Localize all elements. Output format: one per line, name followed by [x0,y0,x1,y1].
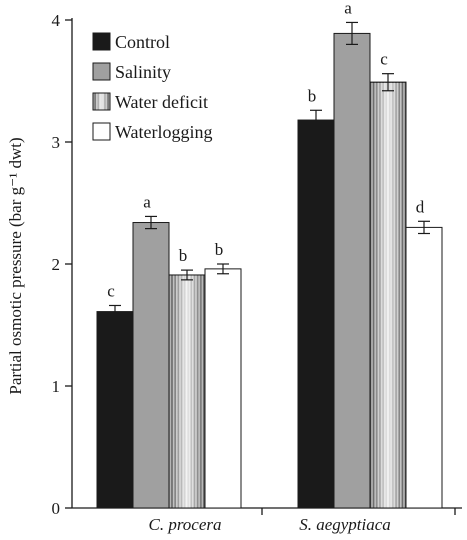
significance-letter: a [344,0,352,17]
bar-group: c [369,50,407,509]
legend-swatch [92,122,111,141]
legend: Control Salinity Water deficit Waterlogging [92,32,213,142]
x-tick-label: C. procera [148,515,221,534]
bar-group: b [168,246,206,509]
significance-letter: a [143,192,151,211]
legend-swatch-pattern [93,93,110,110]
legend-item: Waterlogging [92,122,213,142]
legend-item: Water deficit [92,92,208,112]
bar [333,32,371,509]
y-tick-label: 2 [52,255,61,274]
bar [297,119,335,509]
legend-swatch [92,32,111,51]
legend-item: Control [92,32,170,52]
y-axis-label: Partial osmotic pressure (bar g⁻¹ dwt) [6,137,25,394]
significance-letter: b [308,86,317,105]
bar-group: a [132,192,170,509]
y-axis: 0 1 2 3 4 [52,11,73,518]
legend-label: Water deficit [115,92,208,112]
y-tick-label: 4 [52,11,61,30]
y-tick-label: 0 [52,499,61,518]
legend-item: Salinity [92,62,171,82]
bars: c b a a b c b d [96,0,443,509]
legend-label: Waterlogging [115,122,213,142]
x-axis: C. procera S. aegyptiaca [72,507,462,534]
significance-letter: c [107,281,115,300]
x-tick-label: S. aegyptiaca [299,515,391,534]
bar [204,268,242,509]
significance-letter: b [179,246,188,265]
legend-swatch [92,62,111,81]
bar-group: b [297,86,335,509]
y-tick-label: 3 [52,133,61,152]
bar-pattern [169,274,205,508]
significance-letter: d [416,197,425,216]
bar-pattern [370,82,406,508]
legend-swatch-outline [92,92,111,111]
x-ticks: C. procera S. aegyptiaca [148,508,456,534]
y-tick-label: 1 [52,377,61,396]
bar [96,311,134,509]
bar-group: d [405,197,443,509]
legend-label: Control [115,32,170,52]
bar [132,222,170,509]
significance-letter: c [380,50,388,69]
y-ticks: 0 1 2 3 4 [52,11,72,518]
significance-letter: b [215,240,224,259]
bar-group: b [204,240,242,509]
bar [405,226,443,509]
legend-label: Salinity [115,62,171,82]
bar-group: c [96,281,134,509]
bar-group: a [333,0,371,509]
